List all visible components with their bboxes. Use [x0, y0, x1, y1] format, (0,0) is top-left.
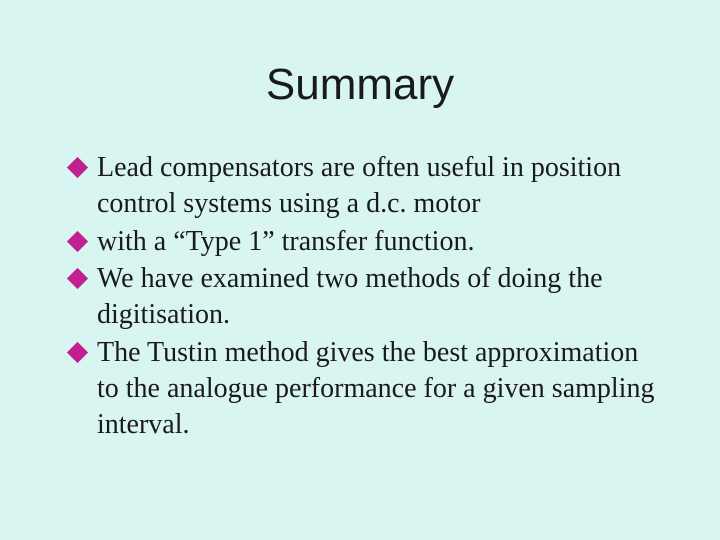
bullet-list: Lead compensators are often useful in po… [60, 150, 660, 443]
bullet-text: with a “Type 1” transfer function. [97, 224, 474, 260]
bullet-text: Lead compensators are often useful in po… [97, 150, 660, 222]
bullet-text: We have examined two methods of doing th… [97, 261, 660, 333]
list-item: We have examined two methods of doing th… [68, 261, 660, 333]
diamond-icon [67, 268, 88, 289]
diamond-icon [67, 157, 88, 178]
diamond-icon [67, 342, 88, 363]
list-item: with a “Type 1” transfer function. [68, 224, 660, 260]
diamond-icon [67, 231, 88, 252]
list-item: Lead compensators are often useful in po… [68, 150, 660, 222]
slide-title: Summary [60, 60, 660, 110]
bullet-text: The Tustin method gives the best approxi… [97, 335, 660, 442]
list-item: The Tustin method gives the best approxi… [68, 335, 660, 442]
